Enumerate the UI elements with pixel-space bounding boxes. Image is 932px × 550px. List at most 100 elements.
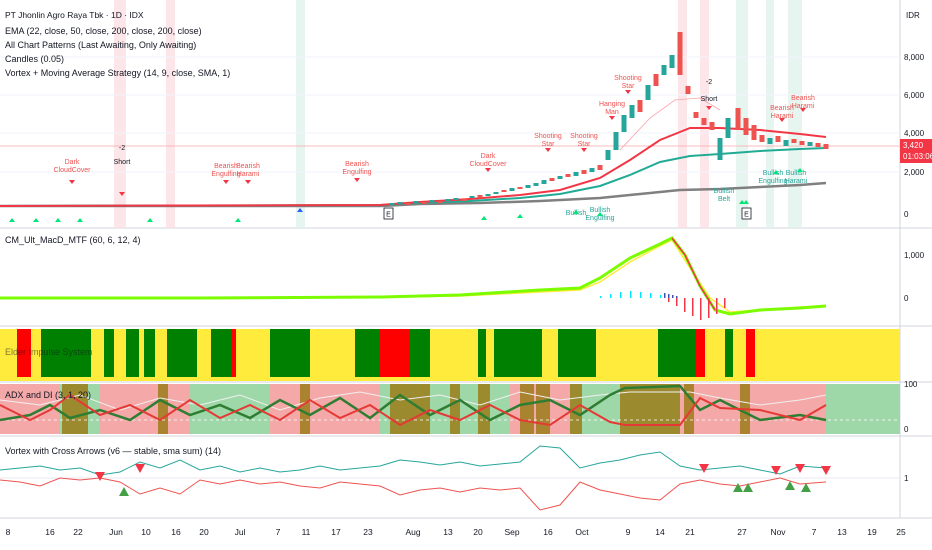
- vortex-up-arrow: [743, 483, 753, 492]
- date-tick: 16: [543, 527, 553, 537]
- legend-macd[interactable]: CM_Ult_MacD_MTF (60, 6, 12, 4): [5, 235, 141, 245]
- candle: [597, 165, 603, 170]
- candle: [453, 198, 459, 200]
- price-pane[interactable]: Dark CloudCover -2 Short Bearish Engulfi…: [0, 0, 900, 228]
- price-tick-6000: 6,000: [904, 91, 925, 100]
- sell-arrow: [245, 180, 251, 184]
- candle: [685, 86, 691, 94]
- date-tick: 20: [199, 527, 209, 537]
- legend-ema[interactable]: EMA (22, close, 50, close, 200, close, 2…: [5, 26, 202, 36]
- elder-bar: [270, 329, 310, 377]
- macd-pane[interactable]: [0, 236, 827, 320]
- macd-hist-bar: [668, 298, 670, 302]
- elder-bar: [114, 329, 126, 377]
- date-axis[interactable]: 8 16 22 Jun 10 16 20 Jul 7 11 17 23 Aug 13 20 Sep 16 Oct 9…: [6, 527, 906, 537]
- signal-bands: [114, 0, 802, 228]
- vortex-up-arrow: [733, 483, 743, 492]
- elder-bar: [144, 329, 155, 377]
- candle: [637, 100, 643, 112]
- currency-label: IDR: [906, 11, 920, 20]
- legend-vortex-arrows[interactable]: Vortex with Cross Arrows (v6 — stable, s…: [5, 446, 222, 456]
- adx-pane[interactable]: [0, 384, 900, 434]
- date-tick: 11: [302, 527, 311, 537]
- candle: [501, 190, 507, 192]
- date-tick: 9: [626, 527, 631, 537]
- elder-bar: [705, 329, 725, 377]
- elder-bar: [91, 329, 104, 377]
- date-tick: 23: [363, 527, 373, 537]
- buy-arrow: [743, 200, 749, 204]
- candle: [605, 150, 611, 160]
- earnings-marker-1[interactable]: E: [383, 207, 394, 220]
- elder-impulse-pane[interactable]: [0, 329, 900, 381]
- annotation-bearish-engulfing-1a: Bearish: [214, 163, 238, 170]
- date-tick: Oct: [575, 527, 589, 537]
- candle: [717, 138, 723, 160]
- price-tick-0: 0: [904, 210, 909, 219]
- elder-bar: [542, 329, 558, 377]
- candle: [541, 180, 547, 184]
- elder-bar: [310, 329, 355, 377]
- date-tick: Nov: [770, 527, 786, 537]
- candle: [533, 183, 539, 186]
- adx-trend-segment: [520, 384, 534, 434]
- candle: [725, 118, 731, 138]
- annotation-hanging-man-1b: Man: [605, 109, 619, 116]
- symbol-title[interactable]: PT Jhonlin Agro Raya Tbk · 1D · IDX: [5, 10, 144, 20]
- date-tick: Sep: [504, 527, 519, 537]
- date-tick: 17: [331, 527, 341, 537]
- signal-arrows: [9, 90, 806, 222]
- earnings-marker-2[interactable]: E: [741, 207, 752, 220]
- macd-hist-bar: [664, 293, 666, 298]
- vortex-down-arrow: [699, 464, 709, 473]
- elder-bar: [815, 329, 828, 377]
- candle: [469, 196, 475, 198]
- annotation-bearish-harami-1a: Bearish: [236, 163, 260, 170]
- vortex-down-arrow: [95, 472, 105, 481]
- sell-arrow: [706, 106, 712, 110]
- annotation-dark-cloud-2a: Dark: [481, 153, 496, 160]
- candle: [621, 115, 627, 132]
- legend-candles[interactable]: Candles (0.05): [5, 54, 65, 64]
- candle: [413, 201, 419, 203]
- macd-line: [0, 236, 827, 316]
- candle: [525, 185, 531, 188]
- legend-elder[interactable]: Elder Impulse System: [5, 347, 93, 357]
- candle: [799, 141, 805, 145]
- date-tick: Jul: [235, 527, 246, 537]
- annotation-dark-cloud-2b: CloudCover: [470, 161, 508, 168]
- price-tick-8000: 8,000: [904, 53, 925, 62]
- vortex-down-arrow: [135, 464, 145, 473]
- legend-chart-patterns[interactable]: All Chart Patterns (Last Awaiting, Only …: [5, 40, 197, 50]
- vortex-pane[interactable]: [0, 445, 900, 511]
- price-axis[interactable]: IDR 8,000 6,000 4,000 2,000 0 3,420 01:0…: [900, 11, 932, 483]
- candle: [557, 176, 563, 179]
- candle: [823, 144, 829, 149]
- candles[interactable]: [389, 32, 829, 205]
- date-tick: 25: [896, 527, 906, 537]
- candle: [653, 74, 659, 86]
- elder-bar: [410, 329, 430, 377]
- annotation-bullish-harami-a: Bullish: [786, 170, 807, 177]
- candle: [693, 112, 699, 118]
- macd-tick-0: 0: [904, 294, 909, 303]
- elder-bar: [126, 329, 139, 377]
- candle: [493, 192, 499, 194]
- elder-bar: [380, 329, 410, 377]
- candle: [701, 118, 707, 125]
- elder-bar: [197, 329, 211, 377]
- candle: [613, 132, 619, 150]
- annotation-shooting-star-3a: Shooting: [614, 75, 642, 82]
- buy-arrow: [9, 218, 15, 222]
- elder-bar: [696, 329, 705, 377]
- minus-di-line: [0, 393, 827, 427]
- date-tick: 14: [655, 527, 665, 537]
- date-tick: 7: [812, 527, 817, 537]
- legend-adx[interactable]: ADX and DI (3, 1, 20): [5, 390, 92, 400]
- elder-bar: [17, 329, 31, 377]
- candle: [509, 188, 515, 191]
- candle: [461, 199, 467, 201]
- legend-vortex-ma[interactable]: Vortex + Moving Average Strategy (14, 9,…: [5, 68, 231, 78]
- countdown-value: 01:03:06: [903, 152, 932, 161]
